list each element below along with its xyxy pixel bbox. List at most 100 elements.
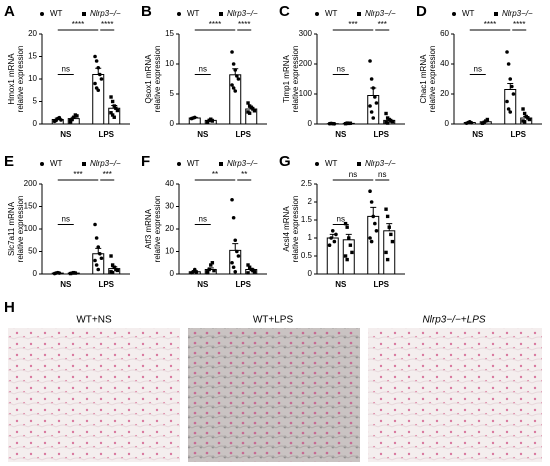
data-point: [251, 107, 255, 111]
data-point: [207, 267, 211, 272]
panel-letter: H: [4, 299, 15, 316]
significance-label: ***: [378, 20, 387, 29]
data-point: [212, 268, 216, 273]
x-tick-label: LPS: [373, 280, 389, 289]
y-tick-label: 0.5: [301, 251, 313, 260]
x-tick-label: NS: [60, 130, 72, 139]
y-axis-label: relative expression: [153, 46, 162, 113]
y-tick-label: 0: [308, 119, 313, 128]
data-point: [94, 59, 99, 63]
significance-label: ****: [72, 20, 84, 29]
significance-label: ***: [73, 170, 82, 179]
significance-label: ns: [474, 65, 482, 74]
y-tick-label: 200: [299, 59, 313, 68]
significance-label: ns: [199, 65, 207, 74]
data-point: [249, 105, 253, 109]
legend-label: WT: [462, 9, 475, 18]
data-point: [327, 243, 332, 247]
data-point: [522, 120, 527, 124]
legend-marker: [82, 12, 86, 16]
y-axis-label: Atf3 mRNA: [144, 208, 153, 249]
data-point: [209, 263, 213, 267]
data-point: [384, 207, 388, 211]
legend-label: Nlrp3−/−: [365, 159, 396, 168]
legend-label: Nlrp3−/−: [227, 159, 258, 168]
panel-letter: A: [4, 3, 15, 20]
significance-label: ns: [199, 215, 207, 224]
x-tick-label: NS: [60, 280, 72, 289]
legend-label: WT: [187, 9, 200, 18]
legend-label: WT: [187, 159, 200, 168]
data-point: [98, 251, 102, 256]
x-tick-label: LPS: [510, 130, 526, 139]
legend-label: Nlrp3−/−: [502, 9, 533, 18]
data-point: [210, 119, 215, 123]
data-point: [385, 121, 390, 125]
y-axis-label: Chac1 mRNA: [419, 54, 428, 104]
significance-label: **: [212, 170, 218, 179]
histology-image: [368, 328, 542, 462]
y-tick-label: 5: [33, 97, 38, 106]
legend-marker: [177, 12, 181, 16]
data-point: [98, 72, 102, 77]
x-tick-label: LPS: [235, 280, 251, 289]
data-point: [348, 121, 353, 125]
data-point: [233, 238, 238, 243]
data-point: [205, 271, 210, 275]
histology-image: [188, 328, 360, 462]
legend-marker: [177, 162, 181, 166]
legend-label: WT: [50, 159, 63, 168]
data-point: [510, 84, 514, 89]
data-point: [233, 269, 238, 274]
legend-marker: [452, 12, 456, 16]
data-point: [110, 99, 115, 104]
y-tick-label: 1: [308, 233, 313, 242]
legend-label: Nlrp3−/−: [90, 159, 121, 168]
data-point: [233, 68, 238, 72]
data-point: [389, 232, 393, 237]
data-point: [96, 88, 101, 93]
x-tick-label: NS: [335, 130, 347, 139]
legend-marker: [219, 12, 223, 16]
data-point: [374, 101, 379, 105]
data-point: [508, 110, 513, 114]
y-tick-label: 2: [308, 197, 313, 206]
data-point: [506, 107, 511, 111]
data-point: [72, 115, 76, 119]
data-point: [368, 236, 372, 240]
histology-image: [8, 328, 180, 462]
data-point: [334, 232, 338, 237]
data-point: [332, 239, 337, 244]
y-tick-label: 5: [170, 89, 175, 98]
y-axis-label: relative expression: [16, 46, 25, 113]
data-point: [369, 77, 374, 81]
data-point: [511, 92, 516, 96]
y-tick-label: 150: [24, 202, 38, 211]
data-point: [73, 271, 78, 275]
data-point: [192, 115, 197, 120]
data-point: [332, 122, 337, 126]
data-point: [230, 83, 234, 87]
data-point: [230, 197, 234, 202]
y-tick-label: 0: [33, 269, 38, 278]
data-point: [194, 270, 199, 275]
data-point: [96, 267, 101, 272]
y-tick-label: 200: [24, 179, 38, 188]
data-point: [384, 250, 388, 255]
y-axis-label: Hmox1 mRNA: [7, 53, 16, 105]
y-tick-label: 300: [299, 29, 313, 38]
data-point: [385, 214, 390, 219]
significance-label: ns: [349, 170, 357, 179]
data-point: [109, 95, 113, 99]
image-caption: Nlrp3−/−+LPS: [422, 315, 485, 326]
data-point: [347, 236, 351, 240]
y-axis-label: relative expression: [291, 46, 300, 113]
significance-label: ns: [337, 65, 345, 74]
y-tick-label: 40: [165, 179, 174, 188]
y-tick-label: 2.5: [301, 179, 313, 188]
data-point: [93, 54, 97, 59]
data-point: [485, 117, 490, 122]
data-point: [527, 117, 532, 122]
data-point: [94, 236, 99, 240]
data-point: [368, 189, 372, 193]
